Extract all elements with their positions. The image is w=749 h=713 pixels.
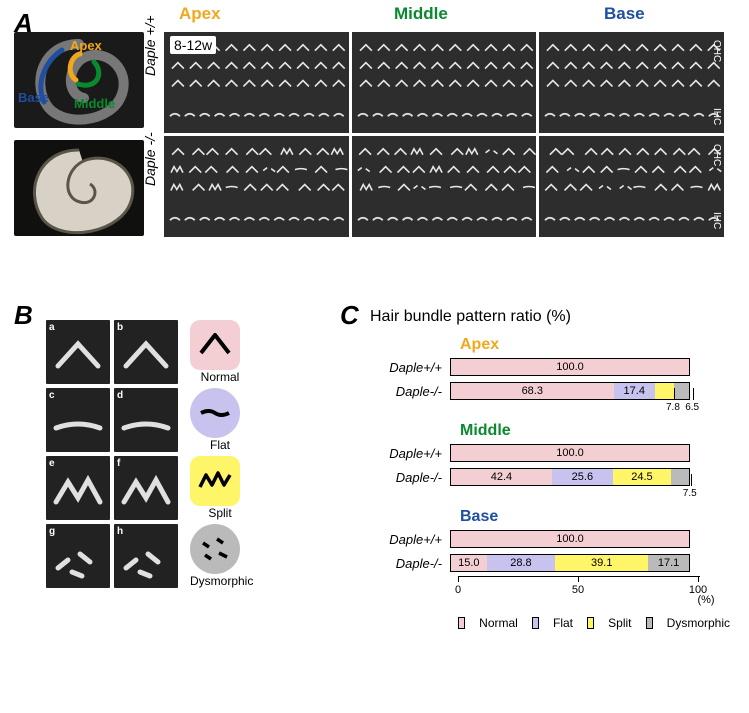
col-header-middle: Middle [394,4,448,24]
col-header-base: Base [604,4,645,24]
panel-c-label: C [340,300,359,331]
sem-image-grid: 8-12w OHC IHC OHC IHC [164,32,724,237]
category-label: Dysmorphic [190,574,250,588]
value-callout: 7.8 [666,402,680,413]
sem-middle-ko [352,136,537,237]
category-label: Split [190,506,250,520]
ratio-row: Daple-/-15.028.839.117.1 [370,552,730,574]
legend-label: Flat [553,616,573,630]
genotype-label: Daple-/- [370,470,450,485]
bar-segment-dysmorphic [674,383,689,399]
panel-b-micrograph: c [46,388,110,452]
ihc-label: IHC [711,108,722,125]
stacked-bar: 68.317.4 [450,382,690,400]
category-icon-dysmorphic [190,524,240,574]
panel-c-chart: ApexDaple+/+100.0Daple-/-68.317.47.86.5M… [370,336,730,630]
ratio-row: Daple+/+100.0 [370,356,730,378]
row-label-wt: Daple +/+ [142,15,158,76]
panel-a: Apex Middle Base Daple +/+ Daple -/- Ape… [14,26,734,256]
genotype-label: Daple+/+ [370,360,450,375]
legend-swatch [646,617,653,629]
category-label: Flat [190,438,250,452]
legend: Normal Flat Split Dysmorphic [458,616,730,630]
category-icon-split [190,456,240,506]
stacked-bar: 100.0 [450,530,690,548]
bar-segment-normal: 100.0 [451,445,689,461]
bar-segment-normal: 42.4 [451,469,552,485]
ratio-row: Daple-/-42.425.624.5 [370,466,730,488]
bar-segment-normal: 100.0 [451,531,689,547]
x-axis: 050100(%) [458,576,700,604]
cochlea-schematic: Apex Middle Base [14,32,144,128]
sem-apex-wt: 8-12w [164,32,349,133]
bar-segment-normal: 15.0 [451,555,487,571]
region-header: Middle [460,422,730,440]
ratio-row: Daple+/+100.0 [370,528,730,550]
stacked-bar: 15.028.839.117.1 [450,554,690,572]
sem-base-wt: OHC IHC [539,32,724,133]
category-label: Normal [190,370,250,384]
genotype-label: Daple-/- [370,556,450,571]
bar-segment-flat: 25.6 [552,469,613,485]
ohc-label: OHC [711,144,722,166]
value-callout: 7.5 [683,488,697,499]
region-header: Base [460,508,730,526]
sem-time-label: 8-12w [170,36,216,54]
cochlea-diagrams: Apex Middle Base [14,32,144,236]
category-icon-flat [190,388,240,438]
legend-label: Normal [479,616,518,630]
sem-base-ko: OHC IHC [539,136,724,237]
genotype-label: Daple+/+ [370,446,450,461]
panel-b-micrograph: a [46,320,110,384]
panel-b-micrograph: e [46,456,110,520]
panel-b-micrograph: h [114,524,178,588]
genotype-label: Daple-/- [370,384,450,399]
bar-segment-split: 24.5 [613,469,671,485]
bar-segment-split: 39.1 [555,555,648,571]
bar-segment-flat: 17.4 [614,383,655,399]
bar-segment-dysmorphic: 17.1 [648,555,689,571]
row-label-ko: Daple -/- [142,132,158,186]
sem-middle-wt [352,32,537,133]
bar-segment-dysmorphic [671,469,689,485]
panel-b-label: B [14,300,33,331]
panel-b-micrograph-grid: abcdefgh [46,320,326,588]
legend-label: Split [608,616,631,630]
cochlea-photo [14,140,144,236]
bar-segment-split [655,383,674,399]
panel-b-micrograph: f [114,456,178,520]
panel-c: Hair bundle pattern ratio (%) Apex Daple+… [370,308,730,698]
legend-swatch [458,617,465,629]
sem-apex-ko [164,136,349,237]
stacked-bar: 100.0 [450,358,690,376]
bar-segment-normal: 100.0 [451,359,689,375]
bar-segment-normal: 68.3 [451,383,614,399]
legend-label: Dysmorphic [667,616,730,630]
bar-segment-flat: 28.8 [487,555,556,571]
legend-swatch [532,617,539,629]
value-callout: 6.5 [685,402,699,413]
panel-b-micrograph: d [114,388,178,452]
category-icon-normal [190,320,240,370]
col-header-apex: Apex [179,4,221,24]
panel-b-micrograph: g [46,524,110,588]
panel-c-title: Hair bundle pattern ratio (%) [370,308,730,326]
ihc-label: IHC [711,212,722,229]
ohc-label: OHC [711,40,722,62]
region-header: Apex [460,336,730,354]
genotype-label: Daple+/+ [370,532,450,547]
panel-b-micrograph: b [114,320,178,384]
panel-b: abcdefgh Normal Flat Split Dysmorphic [46,320,326,660]
stacked-bar: 100.0 [450,444,690,462]
legend-swatch [587,617,594,629]
ratio-row: Daple+/+100.0 [370,442,730,464]
ratio-row: Daple-/-68.317.4 [370,380,730,402]
stacked-bar: 42.425.624.5 [450,468,690,486]
